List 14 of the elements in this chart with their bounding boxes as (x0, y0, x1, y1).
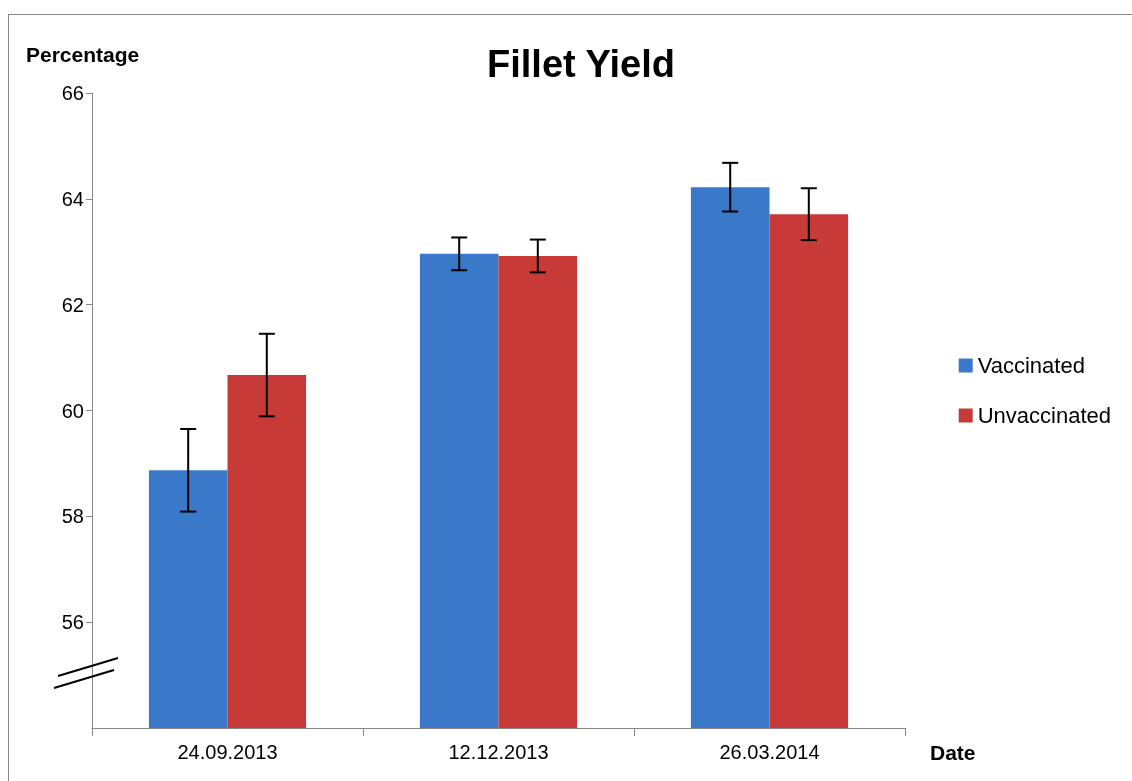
y-tick-label: 58 (61, 505, 84, 528)
y-tick-label: 66 (61, 82, 84, 104)
x-tick-label: 24.09.2013 (177, 741, 278, 763)
x-tick-label: 26.03.2014 (719, 741, 820, 763)
x-axis-title: Date (930, 741, 976, 764)
legend-label: Unvaccinated (977, 403, 1112, 428)
y-tick-label: 56 (61, 611, 84, 634)
legend-label: Vaccinated (977, 353, 1085, 378)
y-tick-label: 64 (61, 187, 84, 210)
y-tick-label: 62 (61, 293, 84, 316)
x-tick-label: 12.12.2013 (448, 741, 549, 763)
y-axis-title: Percentage (26, 43, 140, 66)
chart-title: Fillet Yield (487, 43, 675, 85)
y-tick-label: 60 (61, 399, 84, 422)
